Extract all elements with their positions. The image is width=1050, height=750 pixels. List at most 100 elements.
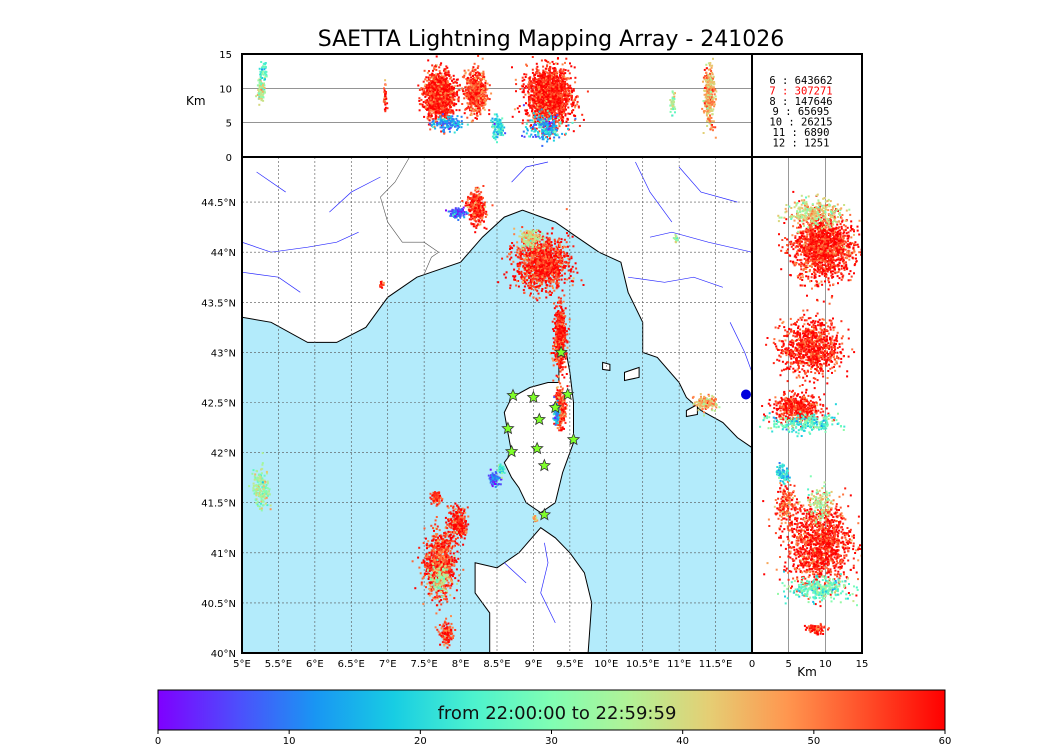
lightning-cluster	[497, 463, 506, 479]
longitude-tick-label: 5.5°E	[265, 659, 292, 670]
side-tick-label: 0	[749, 659, 755, 670]
latitude-tick-label: 41.5°N	[201, 499, 236, 510]
river	[635, 161, 673, 223]
legend-row: 12 : 1251	[773, 137, 830, 149]
colorbar-tick-label: 0	[155, 736, 161, 747]
side-cluster	[762, 484, 862, 608]
argentario	[685, 403, 698, 418]
side-cluster	[777, 193, 851, 233]
altitude-tick-label: 5	[226, 119, 232, 130]
latitude-tick-label: 40°N	[211, 649, 236, 660]
altitude-axis-ticks: 0 5 10 15	[219, 50, 232, 164]
longitude-tick-label: 6°E	[306, 659, 324, 670]
side-edge-marker	[741, 389, 751, 400]
side-cluster	[777, 570, 859, 607]
side-cluster	[803, 622, 830, 636]
latitude-tick-label: 42.5°N	[201, 398, 236, 409]
longitude-tick-label: 9°E	[525, 659, 543, 670]
national-border	[423, 251, 439, 275]
latitude-tick-label: 44.5°N	[201, 198, 236, 209]
longitude-tick-label: 7.5°E	[411, 659, 438, 670]
river	[329, 176, 381, 213]
lightning-cluster	[426, 558, 452, 598]
station-star	[506, 388, 520, 402]
colorbar-tick-label: 40	[676, 736, 689, 747]
longitude-tick-label: 8°E	[452, 659, 470, 670]
lightning-cluster	[532, 515, 539, 523]
side-axis-label: Km	[797, 665, 817, 679]
lightning-cluster	[672, 233, 679, 244]
lightning-cluster	[445, 206, 469, 221]
side-cluster	[773, 480, 800, 526]
lightning-cluster	[461, 185, 494, 234]
latitude-tick-label: 44°N	[211, 248, 236, 259]
station-star	[526, 390, 541, 404]
station-star	[548, 400, 562, 414]
latitude-tick-label: 43.5°N	[201, 298, 236, 309]
latitude-tick-label: 41°N	[211, 549, 236, 560]
latitude-altitude-points	[759, 190, 862, 636]
colorbar-label: from 22:00:00 to 22:59:59	[438, 703, 677, 724]
river	[729, 322, 752, 373]
colorbar-tick-label: 20	[414, 736, 427, 747]
river	[504, 562, 527, 584]
altitude-cluster	[458, 54, 493, 123]
station-star	[561, 387, 575, 401]
colorbar-tick-label: 30	[545, 736, 558, 747]
lightning-cluster	[411, 516, 465, 629]
latitude-tick-label: 40.5°N	[201, 599, 236, 610]
colorbar-ticks: 0 10 20 30 40 50 60	[155, 730, 952, 747]
altitude-cluster	[417, 55, 472, 135]
altitude-cluster	[382, 79, 389, 113]
altitude-longitude-panel: 0 5 10 15 Km	[186, 50, 753, 164]
side-tick-label: 10	[819, 659, 832, 670]
station-star	[537, 458, 552, 472]
side-cluster	[775, 462, 791, 486]
longitude-tick-label: 7°E	[379, 659, 397, 670]
lma-stations	[501, 345, 581, 521]
river	[678, 166, 738, 203]
latitude-tick-label: 43°N	[211, 348, 236, 359]
latitude-ticks: 40°N 40.5°N 41°N 41.5°N 42°N 42.5°N 43°N 43.5°N…	[201, 198, 236, 660]
altitude-cluster	[669, 90, 677, 117]
altitude-tick-label: 0	[226, 153, 232, 164]
lightning-cluster	[487, 468, 503, 488]
elba-island	[624, 366, 640, 382]
lightning-cluster	[429, 491, 444, 507]
altitude-tick-label: 10	[219, 84, 232, 95]
legend-row: 8 : 147646	[769, 96, 832, 108]
longitude-tick-label: 9.5°E	[556, 659, 583, 670]
lightning-cluster	[691, 393, 721, 417]
longitude-tick-label: 8.5°E	[483, 659, 510, 670]
longitude-tick-label: 11.5°E	[699, 659, 733, 670]
lightning-cluster	[497, 208, 585, 302]
legend-row: 11 : 6890	[773, 127, 830, 139]
lightning-cluster	[248, 452, 272, 512]
altitude-cluster	[521, 104, 577, 147]
legend-row: 9 : 65695	[773, 106, 830, 118]
longitude-ticks: 5°E 5.5°E 6°E 6.5°E 7°E 7.5°E 8°E 8.5°E 9°E 9.5°E…	[233, 659, 732, 670]
altitude-tick-label: 15	[219, 50, 232, 61]
altitude-cluster	[490, 113, 507, 144]
side-cluster	[765, 298, 856, 390]
altitude-cluster	[701, 57, 718, 139]
figure-title: SAETTA Lightning Mapping Array - 241026	[318, 27, 785, 52]
latitude-altitude-panel: 0 5 10 15 Km	[741, 156, 868, 679]
lat-lon-gridlines	[242, 157, 752, 653]
altitude-cluster	[255, 74, 266, 106]
altitude-axis-label: Km	[186, 94, 206, 108]
lightning-cluster	[513, 227, 546, 251]
side-cluster	[759, 403, 846, 438]
altitude-cluster	[258, 54, 268, 81]
legend-row: 10 : 26215	[769, 117, 832, 129]
river	[649, 231, 752, 253]
side-cluster	[798, 475, 835, 527]
colorbar-tick-label: 10	[283, 736, 296, 747]
station-star	[501, 421, 515, 435]
legend-row: 6 : 643662	[769, 75, 832, 87]
longitude-tick-label: 5°E	[233, 659, 251, 670]
river	[256, 171, 286, 193]
colorbar-tick-label: 60	[939, 736, 952, 747]
station-star	[554, 345, 568, 359]
